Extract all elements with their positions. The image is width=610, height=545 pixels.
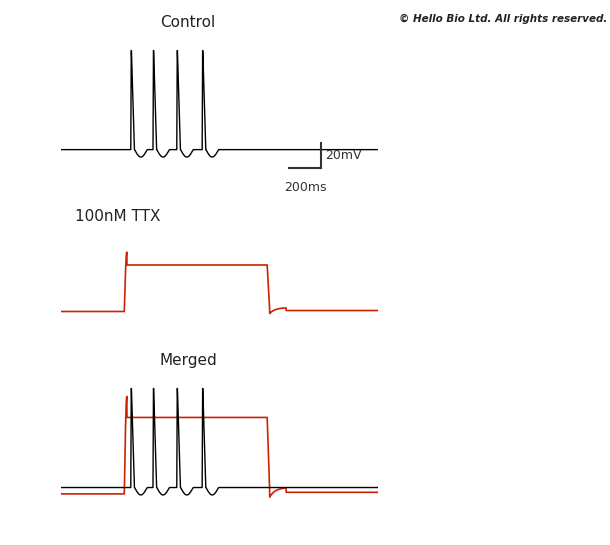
- Text: Merged: Merged: [159, 353, 217, 368]
- Text: © Hello Bio Ltd. All rights reserved.: © Hello Bio Ltd. All rights reserved.: [398, 14, 607, 23]
- Text: Control: Control: [160, 15, 215, 30]
- Text: 20mV: 20mV: [325, 149, 361, 162]
- Text: 200ms: 200ms: [284, 180, 326, 193]
- Text: 100nM TTX: 100nM TTX: [76, 209, 161, 224]
